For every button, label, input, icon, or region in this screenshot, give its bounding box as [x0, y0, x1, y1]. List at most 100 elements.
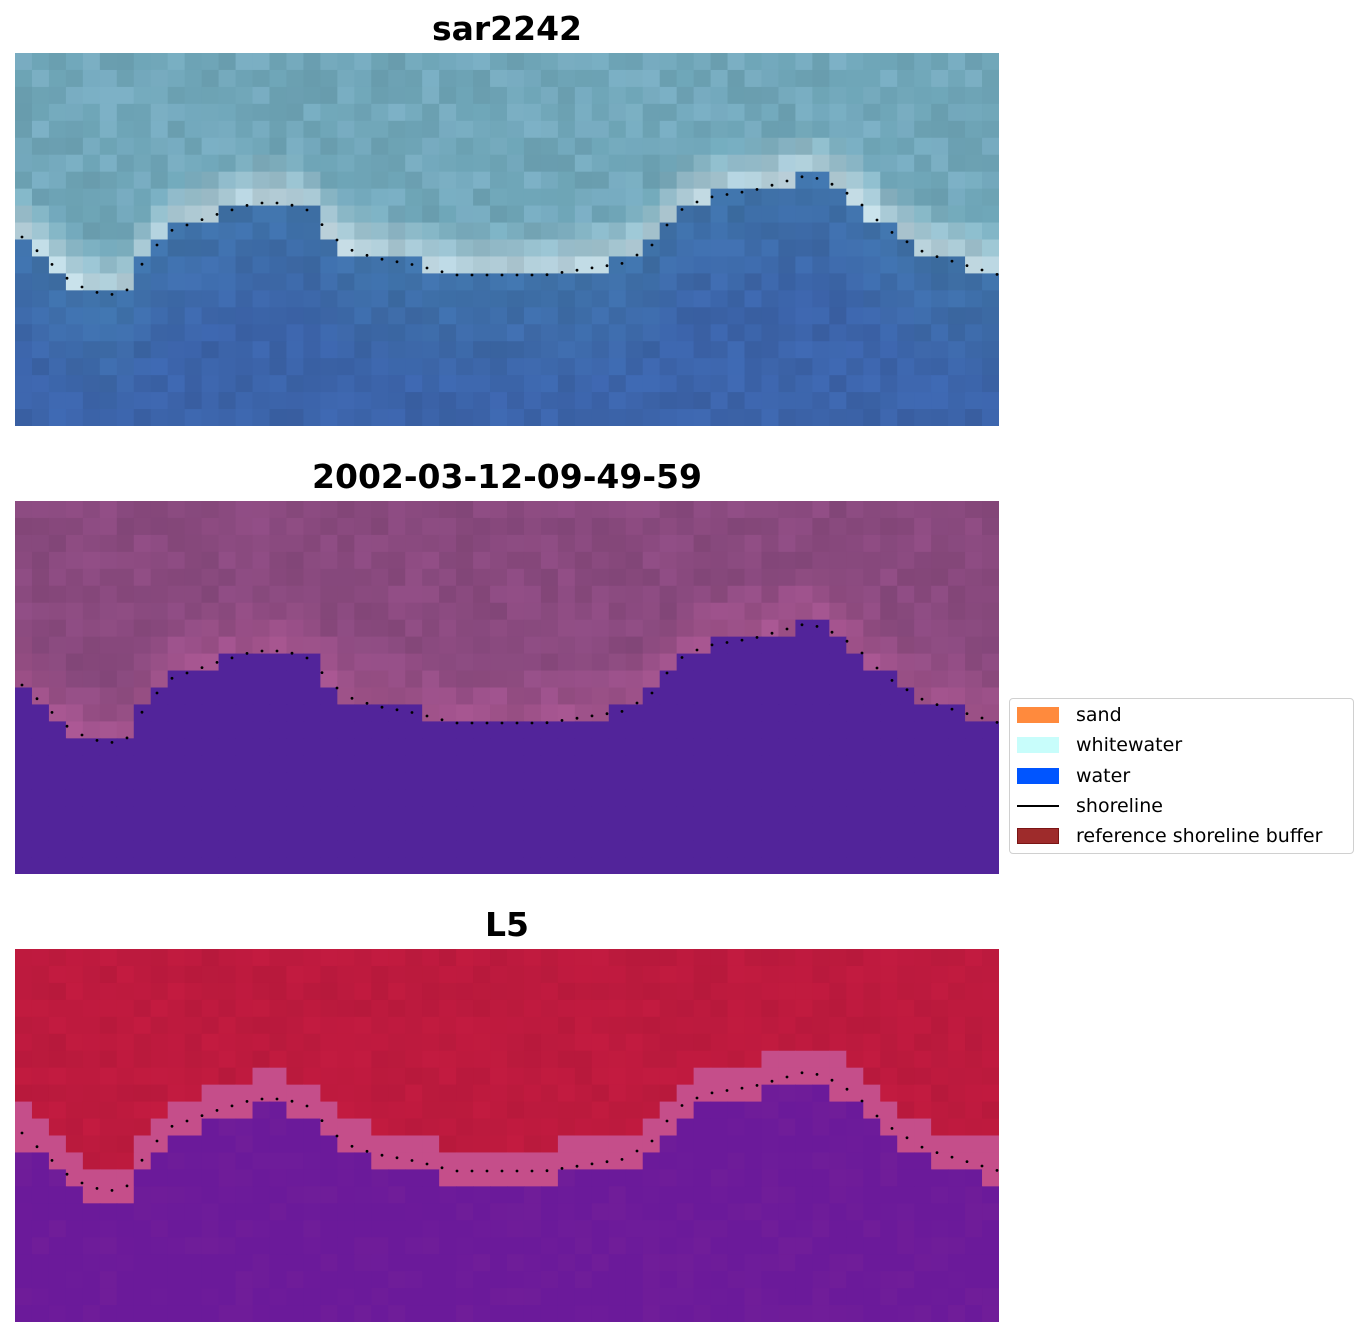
- pixel-cell: [456, 69, 474, 88]
- pixel-cell: [948, 69, 966, 88]
- pixel-cell: [82, 687, 101, 706]
- pixel-cell: [761, 341, 780, 359]
- pixel-cell: [829, 1118, 847, 1137]
- pixel-cell: [863, 806, 881, 824]
- pixel-cell: [303, 772, 321, 790]
- shoreline-point: [410, 711, 414, 714]
- pixel-cell: [286, 1016, 305, 1035]
- pixel-cell: [439, 1254, 457, 1272]
- pixel-cell: [778, 1186, 797, 1204]
- shoreline-point: [815, 625, 819, 628]
- shoreline-point: [785, 627, 789, 631]
- pixel-cell: [269, 840, 288, 858]
- pixel-cell: [880, 205, 898, 224]
- pixel-cell: [523, 965, 542, 984]
- pixel-cell: [218, 1203, 237, 1221]
- pixel-cell: [303, 256, 321, 274]
- pixel-cell: [286, 375, 305, 393]
- pixel-cell: [490, 619, 508, 638]
- pixel-cell: [574, 1152, 593, 1170]
- pixel-cell: [507, 1271, 525, 1289]
- pixel-cell: [439, 273, 457, 291]
- pixel-cell: [456, 273, 474, 291]
- pixel-cell: [201, 653, 220, 672]
- pixel-cell: [184, 222, 203, 241]
- pixel-cell: [778, 307, 797, 325]
- pixel-cell: [540, 1067, 559, 1086]
- pixel-cell: [439, 738, 457, 756]
- pixel-cell: [744, 1016, 763, 1035]
- pixel-cell: [914, 1033, 932, 1052]
- pixel-cell: [48, 53, 67, 71]
- pixel-cell: [167, 1169, 186, 1187]
- pixel-cell: [184, 1067, 203, 1086]
- pixel-cell: [574, 290, 593, 308]
- pixel-cell: [540, 965, 559, 984]
- pixel-cell: [371, 1101, 389, 1120]
- pixel-cell: [914, 1271, 932, 1289]
- pixel-cell: [948, 670, 966, 689]
- pixel-cell: [727, 1101, 746, 1120]
- pixel-cell: [710, 341, 729, 359]
- pixel-cell: [201, 1220, 220, 1238]
- pixel-cell: [286, 205, 305, 224]
- pixel-cell: [82, 602, 101, 621]
- pixel-cell: [269, 789, 288, 807]
- pixel-cell: [557, 53, 576, 71]
- pixel-cell: [897, 290, 915, 308]
- pixel-cell: [625, 1033, 644, 1052]
- pixel-cell: [727, 69, 746, 88]
- pixel-cell: [269, 501, 288, 519]
- pixel-cell: [31, 358, 50, 376]
- pixel-cell: [286, 103, 305, 122]
- pixel-cell: [422, 949, 440, 967]
- pixel-cell: [473, 585, 491, 604]
- pixel-cell: [625, 1254, 644, 1272]
- pixel-cell: [65, 171, 84, 190]
- shoreline-point: [140, 262, 144, 266]
- pixel-cell: [507, 949, 525, 967]
- pixel-cell: [439, 823, 457, 841]
- shoreline-point: [530, 721, 534, 725]
- pixel-cell: [167, 154, 186, 173]
- pixel-cell: [625, 721, 644, 739]
- pixel-cell: [354, 1203, 372, 1221]
- pixel-cell: [252, 375, 271, 393]
- pixel-cell: [269, 619, 288, 638]
- pixel-cell: [286, 999, 305, 1018]
- pixel-cell: [659, 1237, 678, 1255]
- pixel-cell: [846, 568, 864, 587]
- pixel-cell: [303, 171, 321, 190]
- pixel-cell: [761, 239, 780, 258]
- pixel-cell: [218, 290, 237, 308]
- pixel-cell: [523, 188, 542, 207]
- pixel-cell: [778, 69, 797, 88]
- pixel-cell: [625, 1152, 644, 1170]
- shoreline-point: [425, 266, 429, 270]
- pixel-cell: [642, 1169, 661, 1187]
- pixel-cell: [269, 86, 288, 105]
- pixel-cell: [388, 239, 406, 258]
- pixel-cell: [591, 1152, 610, 1170]
- shoreline-point: [695, 200, 699, 204]
- pixel-cell: [473, 1101, 491, 1120]
- pixel-cell: [15, 137, 33, 156]
- pixel-cell: [761, 1271, 780, 1289]
- pixel-cell: [574, 789, 593, 807]
- pixel-cell: [371, 755, 389, 773]
- pixel-cell: [167, 1254, 186, 1272]
- legend-item-shoreline: shoreline: [1017, 795, 1163, 817]
- pixel-cell: [880, 1271, 898, 1289]
- pixel-cell: [201, 1118, 220, 1137]
- pixel-cell: [897, 982, 915, 1001]
- pixel-cell: [133, 534, 152, 553]
- panel-3-title: L5: [485, 905, 529, 944]
- pixel-cell: [235, 1254, 254, 1272]
- pixel-cell: [829, 823, 847, 841]
- pixel-cell: [99, 857, 118, 874]
- pixel-cell: [931, 999, 949, 1018]
- pixel-cell: [982, 358, 999, 376]
- pixel-cell: [676, 1067, 695, 1086]
- pixel-cell: [354, 501, 372, 519]
- shoreline-point: [125, 736, 129, 740]
